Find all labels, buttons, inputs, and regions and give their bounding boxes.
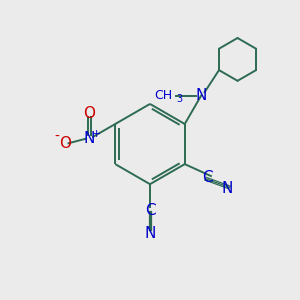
Text: C: C xyxy=(145,203,155,218)
Text: C: C xyxy=(202,170,213,185)
Text: 3: 3 xyxy=(177,94,183,104)
Text: N: N xyxy=(84,131,95,146)
Text: -: - xyxy=(55,130,60,144)
Text: +: + xyxy=(92,128,102,139)
Text: N: N xyxy=(144,226,156,241)
Text: N: N xyxy=(195,88,207,103)
Text: O: O xyxy=(58,136,70,151)
Text: O: O xyxy=(83,106,95,121)
Text: N: N xyxy=(221,181,233,196)
Text: CH: CH xyxy=(154,88,172,102)
